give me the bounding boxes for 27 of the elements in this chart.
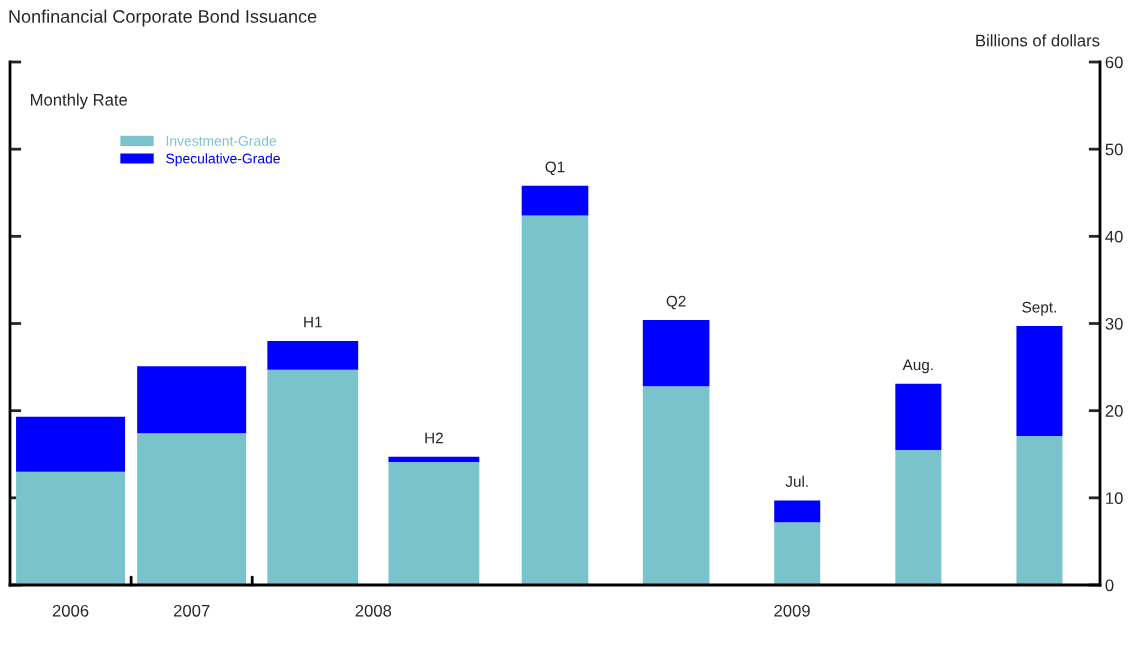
- total-label: H1: [304, 316, 322, 328]
- legend-label: Investment-Grade: [166, 135, 277, 146]
- y-tick-label: 30: [1105, 317, 1123, 330]
- y-tick-label: 40: [1105, 230, 1123, 243]
- total-label: Jul.: [785, 475, 808, 487]
- y-tick-label: 10: [1106, 492, 1123, 505]
- text: 2006: [52, 604, 89, 617]
- bar: [642, 320, 710, 387]
- y-axis-title: Billions of dollars: [976, 34, 1100, 47]
- total-label: Q1: [545, 161, 565, 176]
- text: 2009: [774, 604, 810, 617]
- annotation: Monthly Rate: [30, 93, 128, 109]
- total-label: H2: [425, 432, 443, 444]
- text: 2008: [355, 604, 392, 617]
- total-label: Aug.: [902, 359, 933, 374]
- total-label: Sept.: [1022, 301, 1056, 316]
- bar: [642, 386, 710, 585]
- bar: [521, 185, 589, 216]
- y-tick-label: 0: [1105, 579, 1114, 592]
- bar: [521, 215, 589, 585]
- y-tick-label: 50: [1105, 143, 1123, 156]
- text: 2007: [173, 604, 210, 617]
- y-tick-label: 20: [1105, 405, 1123, 417]
- total-label: Q2: [666, 295, 686, 310]
- legend-label: Speculative-Grade: [166, 153, 280, 167]
- chart-title: Nonfinancial Corporate Bond Issuance: [9, 9, 317, 27]
- y-tick-label: 60: [1105, 56, 1123, 69]
